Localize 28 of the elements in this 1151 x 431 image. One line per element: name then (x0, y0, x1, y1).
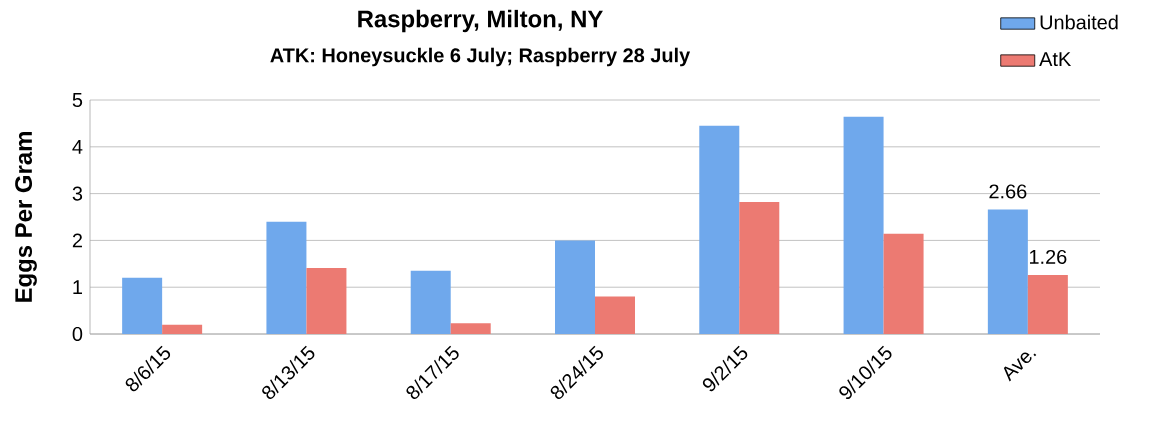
bar (410, 270, 451, 334)
bar (1027, 275, 1068, 334)
y-axis-title: Eggs Per Gram (15, 132, 37, 302)
bar (883, 233, 924, 334)
bar (266, 221, 307, 334)
chart-title: Raspberry, Milton, NY (358, 9, 603, 33)
chart-subtitle: ATK: Honeysuckle 6 July; Raspberry 28 July (270, 47, 691, 67)
bar (555, 240, 595, 334)
bar (306, 268, 347, 334)
data-label: 2.66 (989, 184, 1027, 199)
y-tick-label: 5 (72, 93, 83, 107)
bar (739, 202, 780, 334)
y-tick-label: 4 (72, 139, 83, 154)
x-tick-label: Ave. (1003, 352, 1037, 382)
bar (162, 324, 203, 334)
y-tick-label: 0 (72, 326, 83, 342)
legend-label: Unbaited (1040, 14, 1118, 30)
bar (843, 116, 884, 334)
bar (595, 296, 635, 334)
bar (122, 277, 163, 334)
y-tick-label: 2 (72, 233, 82, 248)
y-tick-label: 1 (73, 280, 82, 295)
bar (699, 125, 740, 334)
data-label: 1.26 (1029, 249, 1067, 264)
bar (450, 323, 491, 334)
y-tick-label: 3 (72, 186, 83, 201)
bar (987, 209, 1028, 334)
legend-label: AtK (1039, 52, 1072, 67)
